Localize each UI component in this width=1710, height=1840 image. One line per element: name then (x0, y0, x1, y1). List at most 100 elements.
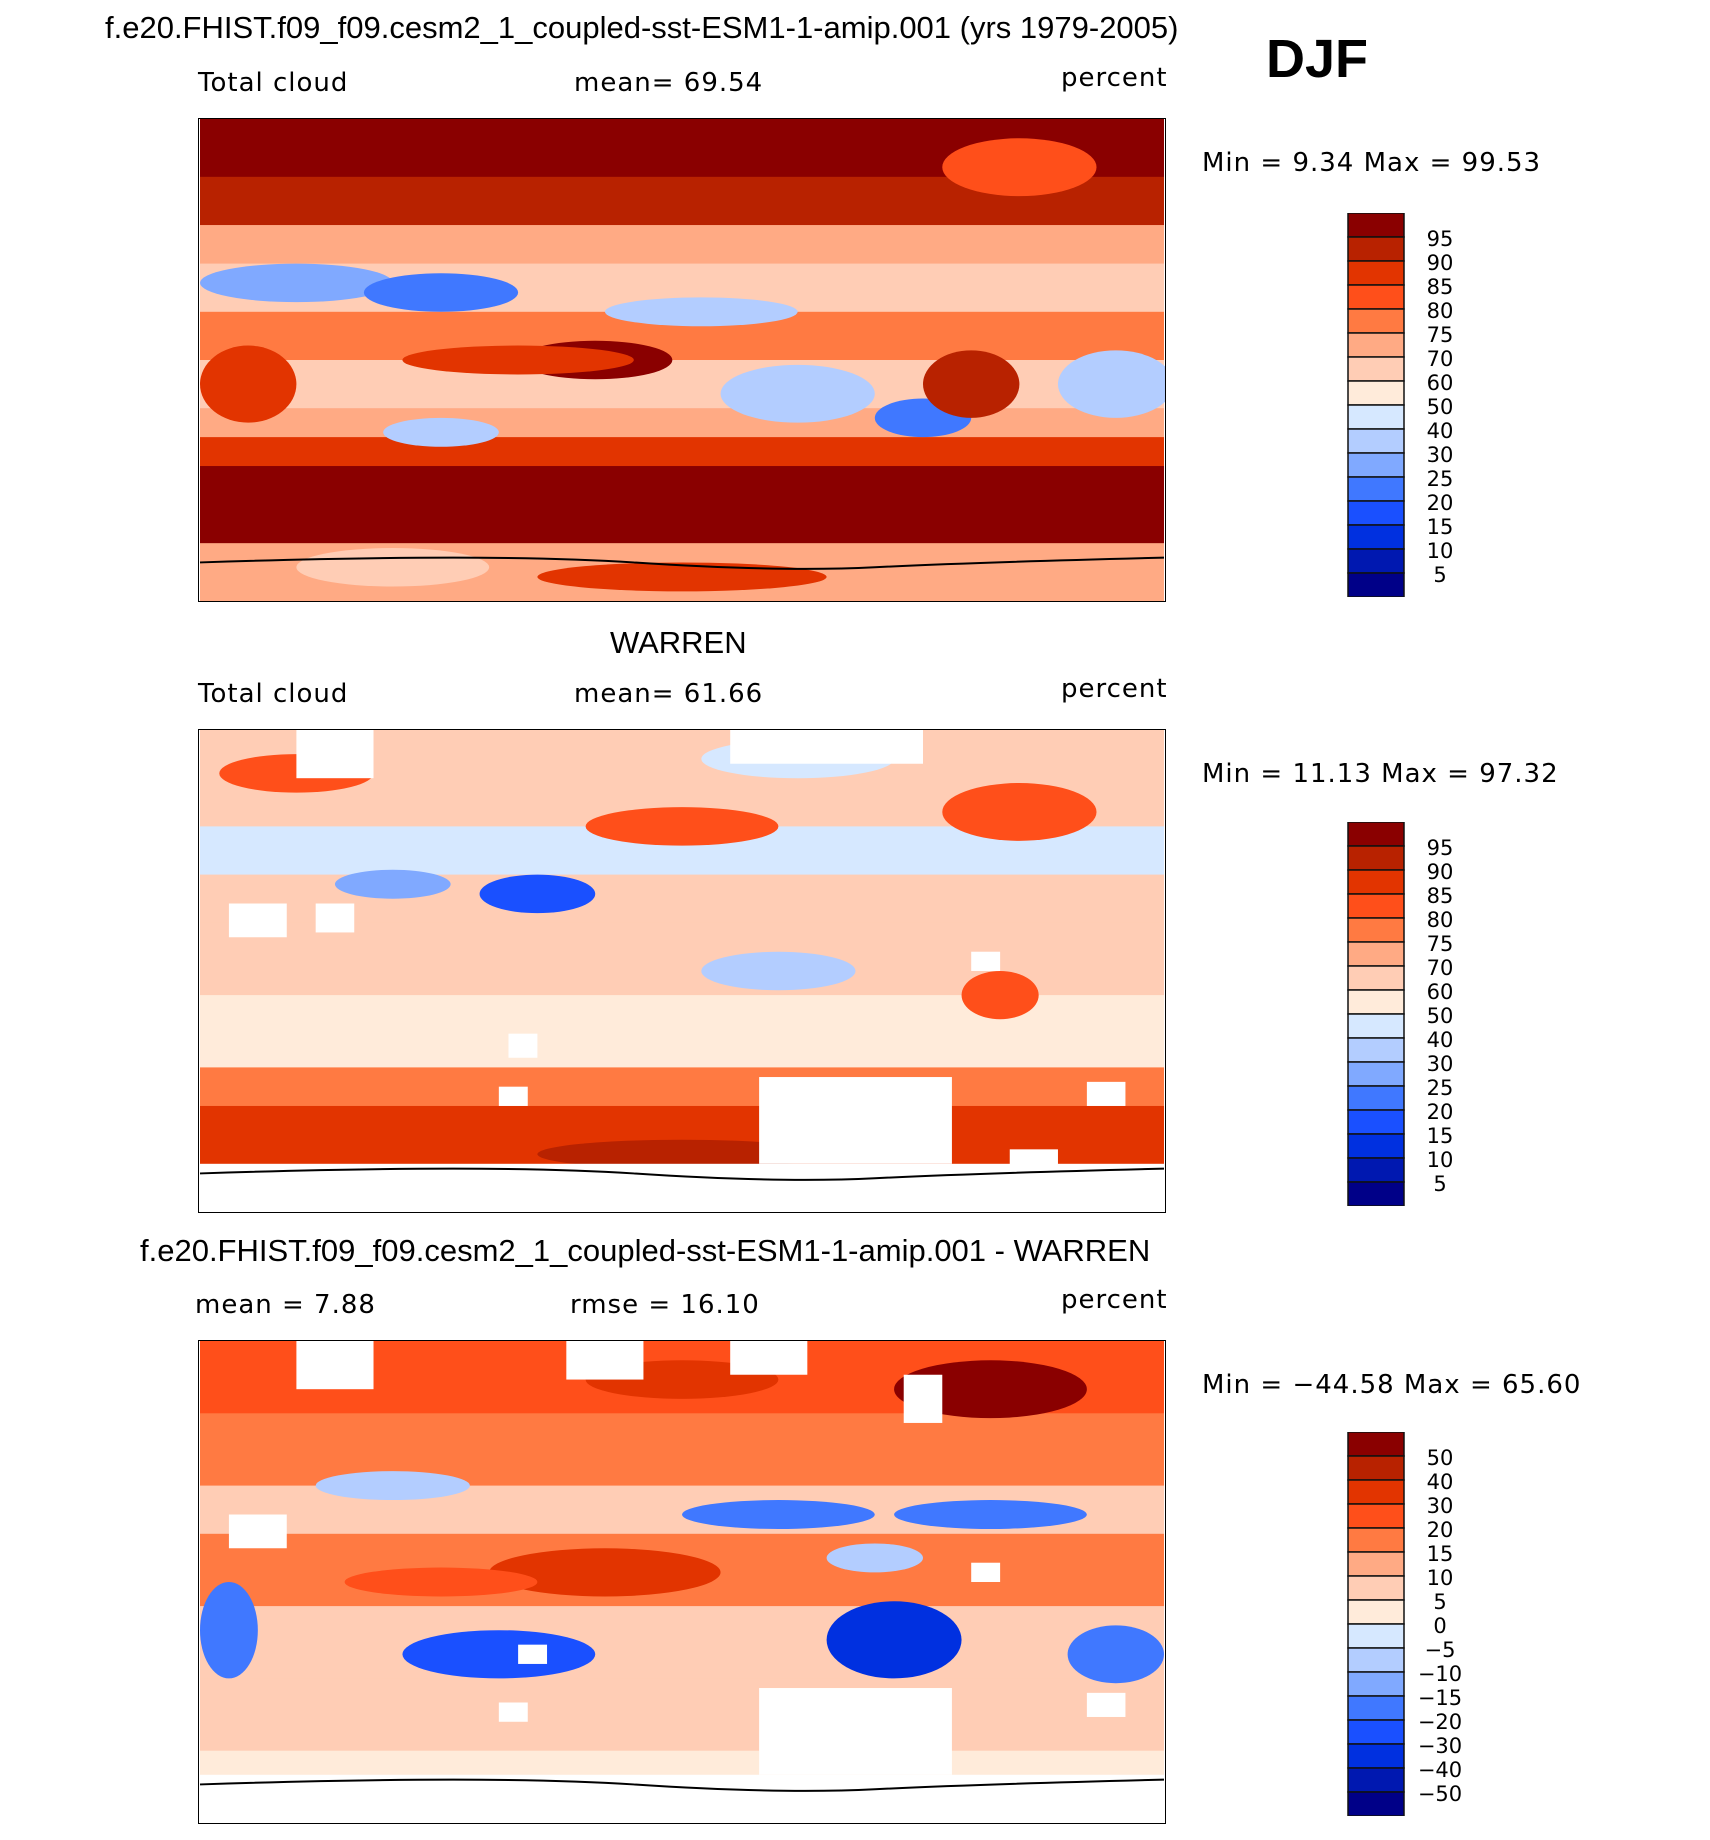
panel2-minmax: Min = 11.13 Max = 97.32 (1202, 759, 1559, 789)
colorbar-box (1347, 572, 1405, 597)
colorbar-box (1347, 308, 1405, 334)
colorbar-box (1347, 1085, 1405, 1111)
colorbar-tick-label: 40 (1427, 1470, 1454, 1494)
colorbar-box (1347, 1599, 1405, 1625)
panel2-map (198, 729, 1166, 1213)
missing-data-region (200, 1774, 1164, 1823)
panel2-variable: Total cloud (198, 679, 349, 709)
missing-data-region (566, 1341, 644, 1380)
colorbar-tick-label: −15 (1418, 1686, 1462, 1710)
panel2-units: percent (1061, 674, 1168, 704)
panel1-mean: mean= 69.54 (574, 68, 764, 98)
missing-data-region (498, 1702, 528, 1722)
colorbar-tick-label: 85 (1427, 275, 1454, 299)
colorbar-tick-label: 80 (1427, 299, 1454, 323)
colorbar-box (1347, 1719, 1405, 1745)
colorbar-tick-label: 20 (1427, 1100, 1454, 1124)
panel2-mean: mean= 61.66 (574, 679, 764, 709)
contour-region (942, 783, 1097, 841)
colorbar-box (1347, 1743, 1405, 1769)
panel3-units: percent (1061, 1285, 1168, 1315)
colorbar-tick-label: 30 (1427, 443, 1454, 467)
colorbar-box (1347, 1575, 1405, 1601)
colorbar-box (1347, 500, 1405, 526)
contour-region (334, 869, 451, 899)
contour-region (200, 345, 297, 423)
contour-region (402, 1630, 596, 1679)
contour-region (1067, 1625, 1164, 1684)
colorbar-tick-label: −10 (1418, 1662, 1462, 1686)
missing-data-region (759, 1688, 952, 1775)
season-label: DJF (1266, 29, 1369, 89)
colorbar-box (1347, 1671, 1405, 1697)
colorbar-box (1347, 1133, 1405, 1159)
colorbar-box (1347, 1013, 1405, 1039)
contour-region (720, 364, 875, 423)
colorbar-tick-label: 20 (1427, 491, 1454, 515)
contour-band (200, 1606, 1164, 1680)
colorbar-box (1347, 965, 1405, 991)
colorbar-box (1347, 1527, 1405, 1553)
missing-data-region (315, 903, 355, 933)
contour-region (363, 273, 519, 312)
contour-region (537, 562, 827, 592)
contour-region (942, 138, 1097, 197)
contour-region (402, 345, 634, 375)
colorbar-box (1347, 1623, 1405, 1649)
colorbar-box (1347, 1157, 1405, 1183)
contour-region (296, 547, 490, 587)
contour-region (585, 807, 779, 846)
colorbar-tick-label: 15 (1427, 515, 1454, 539)
figure-title: f.e20.FHIST.f09_f09.cesm2_1_coupled-sst-… (105, 10, 1179, 45)
colorbar-box (1347, 548, 1405, 574)
contour-region (412, 999, 567, 1039)
colorbar-box (1347, 1767, 1405, 1793)
colorbar-tick-label: 5 (1433, 1590, 1446, 1614)
colorbar-tick-label: 95 (1427, 836, 1454, 860)
colorbar-tick-label: 30 (1427, 1052, 1454, 1076)
antarctica-coastline (199, 556, 1165, 570)
colorbar-tick-label: 20 (1427, 1518, 1454, 1542)
colorbar-box (1347, 236, 1405, 262)
colorbar-tick-label: 30 (1427, 1494, 1454, 1518)
contour-region (682, 1500, 875, 1529)
colorbar-tick-label: 5 (1433, 563, 1446, 587)
missing-data-region (228, 903, 287, 938)
missing-data-region (730, 1341, 808, 1375)
colorbar-tick-label: 70 (1427, 347, 1454, 371)
contour-region (479, 874, 596, 914)
colorbar-box (1347, 1181, 1405, 1206)
colorbar-tick-label: 0 (1433, 1614, 1446, 1638)
colorbar-tick-label: 5 (1433, 1172, 1446, 1196)
colorbar-tick-label: 10 (1427, 539, 1454, 563)
contour-band (200, 408, 1164, 439)
contour-region (489, 1548, 721, 1597)
contour-region (604, 297, 798, 327)
colorbar-tick-label: 95 (1427, 227, 1454, 251)
colorbar-tick-label: 75 (1427, 323, 1454, 347)
colorbar-tick-label: 75 (1427, 932, 1454, 956)
colorbar-tick-label: −40 (1418, 1758, 1462, 1782)
colorbar-tick-label: 10 (1427, 1148, 1454, 1172)
contour-band (200, 466, 1164, 545)
contour-region (961, 971, 1039, 1020)
colorbar-box (1347, 476, 1405, 502)
colorbar-box (1347, 1432, 1405, 1457)
colorbar-box (1347, 1455, 1405, 1481)
colorbar-tick-label: 40 (1427, 419, 1454, 443)
missing-data-region (1086, 1692, 1126, 1717)
missing-data-region (1086, 1081, 1126, 1106)
colorbar-tick-label: 10 (1427, 1566, 1454, 1590)
colorbar-box (1347, 1791, 1405, 1816)
colorbar-tick-label: 70 (1427, 956, 1454, 980)
colorbar-box (1347, 428, 1405, 454)
colorbar-tick-label: 60 (1427, 371, 1454, 395)
colorbar-tick-label: 90 (1427, 860, 1454, 884)
panel3-mean: mean = 7.88 (195, 1290, 376, 1320)
missing-data-region (971, 1562, 1001, 1582)
colorbar-box (1347, 845, 1405, 871)
